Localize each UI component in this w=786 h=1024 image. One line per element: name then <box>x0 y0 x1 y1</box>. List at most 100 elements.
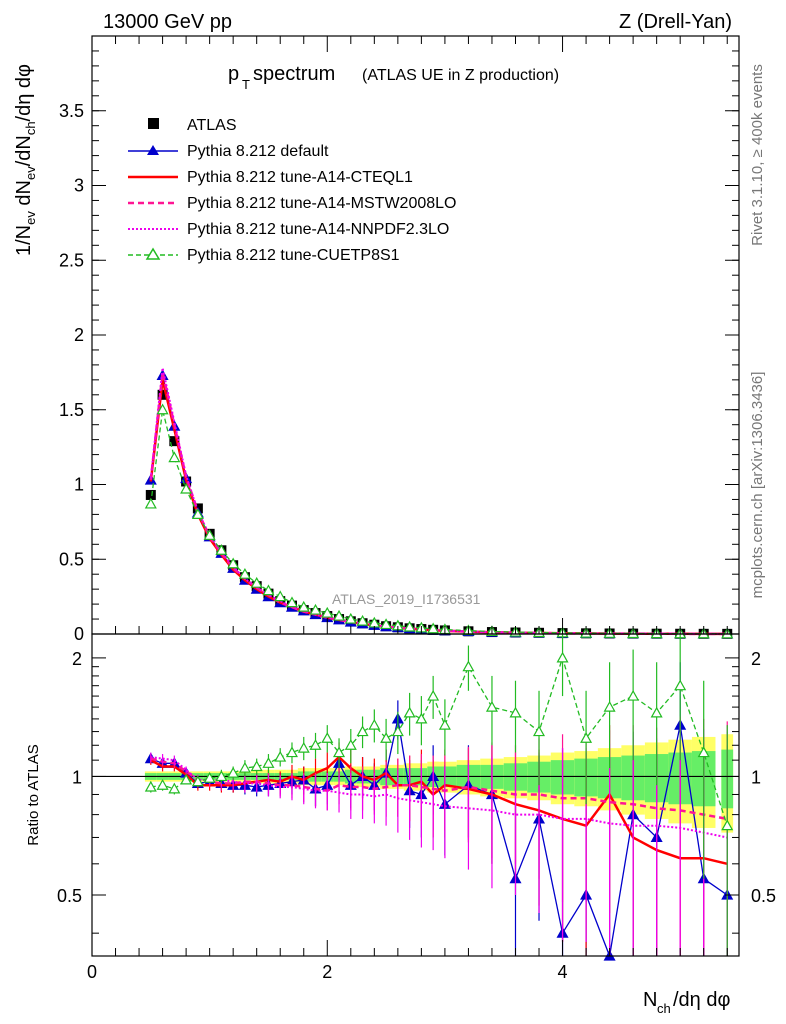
series-point-pythia-8-212-tune-cuetp8s1 <box>285 596 299 608</box>
ratio-line-pythia-8-212-tune-a14-cteql1 <box>150 755 728 866</box>
atlas-point <box>145 489 156 500</box>
ratio-point-pythia-8-212-tune-cuetp8s1 <box>556 651 569 663</box>
legend-label-mstw: Pythia 8.212 tune-A14-MSTW2008LO <box>187 195 456 212</box>
series-point-pythia-8-212-tune-cuetp8s1 <box>403 620 416 632</box>
ratio-point-pythia-8-212-tune-cuetp8s1 <box>262 757 275 768</box>
main-ytick-label: 2 <box>74 325 84 345</box>
ratio-point-pythia-8-212-tune-cuetp8s1 <box>274 750 287 762</box>
legend-marker-default <box>147 145 159 155</box>
ratio-point-pythia-8-212-tune-cuetp8s1 <box>191 775 204 787</box>
legend-label-cteql1: Pythia 8.212 tune-A14-CTEQL1 <box>187 169 413 186</box>
ratio-point-pythia-8-212-tune-cuetp8s1 <box>391 725 404 737</box>
ratio-point-pythia-8-212-tune-cuetp8s1 <box>509 706 522 718</box>
ratio-ylabel: Ratio to ATLAS <box>25 744 42 845</box>
ratio-point-pythia-8-212-tune-cuetp8s1 <box>180 773 193 785</box>
series-point-pythia-8-212-tune-cuetp8s1 <box>333 609 346 621</box>
main-ytick-label: 3.5 <box>59 101 84 121</box>
ratio-point-pythia-8-212-tune-cuetp8s1 <box>674 679 687 691</box>
series-point-pythia-8-212-tune-cuetp8s1 <box>297 600 310 612</box>
plot-title: p T spectrum (ATLAS UE in Z production) <box>228 63 559 92</box>
ratio-ytick-label-right: 1 <box>751 767 761 787</box>
series-point-pythia-8-212-tune-cuetp8s1 <box>274 590 287 602</box>
x-axis-label: N ch /dη dφ <box>643 989 730 1016</box>
title-main: p <box>228 63 239 85</box>
legend: ATLAS Pythia 8.212 default Pythia 8.212 … <box>128 117 456 264</box>
xtick-label: 4 <box>558 962 568 982</box>
xlabel-rest: /dη dφ <box>673 989 730 1011</box>
main-ytick-label: 0.5 <box>59 549 84 569</box>
legend-label-default: Pythia 8.212 default <box>187 143 329 160</box>
series-point-pythia-8-212-tune-cuetp8s1 <box>203 529 216 540</box>
xtick-label: 2 <box>322 962 332 982</box>
legend-marker-atlas <box>148 118 159 129</box>
xlabel-sub: ch <box>657 1001 671 1016</box>
ratio-point-pythia-8-212-tune-cuetp8s1 <box>650 706 663 718</box>
ratio-point-pythia-8-212-tune-cuetp8s1 <box>227 766 240 778</box>
legend-label-cuetp: Pythia 8.212 tune-CUETP8S1 <box>187 247 400 264</box>
ratio-ytick-label-right: 2 <box>751 649 761 669</box>
main-ytick-label: 2.5 <box>59 250 84 270</box>
series-point-pythia-8-212-tune-cuetp8s1 <box>238 567 251 579</box>
xtick-label: 0 <box>87 962 97 982</box>
ratio-point-pythia-8-212-tune-cuetp8s1 <box>168 782 181 794</box>
ratio-ytick-label-right: 0.5 <box>751 886 776 906</box>
atlas-point <box>157 389 168 400</box>
series-point-pythia-8-212-tune-cuetp8s1 <box>344 612 357 624</box>
ratio-point-pythia-8-212-tune-cuetp8s1 <box>144 780 157 792</box>
series-point-pythia-8-212-tune-cuetp8s1 <box>180 482 193 494</box>
main-ytick-label: 1.5 <box>59 400 84 420</box>
series-point-pythia-8-212-tune-cuetp8s1 <box>156 403 169 415</box>
title-sub: T <box>242 77 250 92</box>
main-ytick-label: 0 <box>74 624 84 644</box>
legend-label-atlas: ATLAS <box>187 117 237 134</box>
series-point-pythia-8-212-tune-cuetp8s1 <box>356 614 369 626</box>
ratio-point-pythia-8-212-tune-cuetp8s1 <box>403 706 416 718</box>
ratio-point-pythia-8-212-tune-cuetp8s1 <box>156 778 169 790</box>
main-ylabel: 1/Nev dNev/dNch/dη dφ <box>13 64 38 256</box>
ratio-plot: 0.5 1 2 0.5 1 2 <box>57 633 776 961</box>
ratio-point-pythia-8-212-tune-cuetp8s1 <box>603 700 616 712</box>
ratio-point-pythia-8-212-tune-cuetp8s1 <box>333 746 346 758</box>
ratio-point-pythia-8-212-tune-cuetp8s1 <box>238 761 251 773</box>
series-point-pythia-8-212-tune-cuetp8s1 <box>144 497 157 509</box>
series-point-pythia-8-212-tune-cuetp8s1 <box>215 544 228 555</box>
atlas-point <box>169 436 180 447</box>
series-point-pythia-8-212-tune-cuetp8s1 <box>191 508 204 520</box>
legend-label-nnpdf: Pythia 8.212 tune-A14-NNPDF2.3LO <box>187 221 449 238</box>
main-ytick-label: 1 <box>74 475 84 495</box>
series-point-pythia-8-212-tune-cuetp8s1 <box>227 557 240 569</box>
ratio-line-pythia-8-212-tune-a14-mstw2008lo <box>150 757 728 821</box>
ratio-point-pythia-8-212-tune-cuetp8s1 <box>309 739 322 750</box>
ratio-point-pythia-8-212-tune-cuetp8s1 <box>427 689 440 701</box>
ratio-frame <box>91 633 740 957</box>
ratio-point-pythia-8-212-tune-cuetp8s1 <box>532 725 546 737</box>
ratio-point-pythia-8-212-tune-cuetp8s1 <box>215 770 228 782</box>
ratio-point-pythia-8-212-tune-cuetp8s1 <box>297 741 310 753</box>
ratio-point-pythia-8-212-tune-cuetp8s1 <box>321 732 334 743</box>
ratio-point-pythia-8-212-tune-cuetp8s1 <box>285 746 299 758</box>
ratio-point-pythia-8-212-tune-cuetp8s1 <box>438 718 451 730</box>
analysis-watermark: ATLAS_2019_I1736531 <box>332 591 481 607</box>
ratio-point-pythia-8-212-tune-cuetp8s1 <box>356 725 369 737</box>
ratio-point-pythia-8-212-tune-cuetp8s1 <box>580 732 593 743</box>
title-note: (ATLAS UE in Z production) <box>362 67 559 84</box>
rivet-label: Rivet 3.1.10, ≥ 400k events <box>749 64 766 246</box>
series-point-pythia-8-212-tune-cuetp8s1 <box>321 606 334 618</box>
mcplots-label: mcplots.cern.ch [arXiv:1306.3436] <box>749 372 766 599</box>
ratio-ytick-label: 1 <box>72 767 82 787</box>
header-left: 13000 GeV pp <box>103 11 232 33</box>
ratio-point-pythia-8-212-tune-cuetp8s1 <box>368 718 381 730</box>
main-ytick-label: 3 <box>74 176 84 196</box>
ratio-point-pythia-8-212-tune-cuetp8s1 <box>344 739 357 750</box>
ratio-point-pythia-8-212-tune-cuetp8s1 <box>203 771 216 783</box>
series-point-pythia-8-212-tune-cuetp8s1 <box>309 603 322 615</box>
legend-marker-cuetp <box>145 247 161 260</box>
main-plot: 0 0.5 1 1.5 2 2.5 3 3.5 <box>59 35 740 644</box>
ratio-point-pythia-8-212-tune-cuetp8s1 <box>462 660 475 672</box>
ratio-point-pythia-8-212-tune-cuetp8s1 <box>250 760 263 772</box>
title-rest: spectrum <box>253 63 335 85</box>
ratio-point-pythia-8-212-tune-cuetp8s1 <box>485 700 498 712</box>
series-point-pythia-8-212-tune-cuetp8s1 <box>380 618 393 630</box>
ratio-point-pythia-8-212-tune-cuetp8s1 <box>380 732 393 743</box>
